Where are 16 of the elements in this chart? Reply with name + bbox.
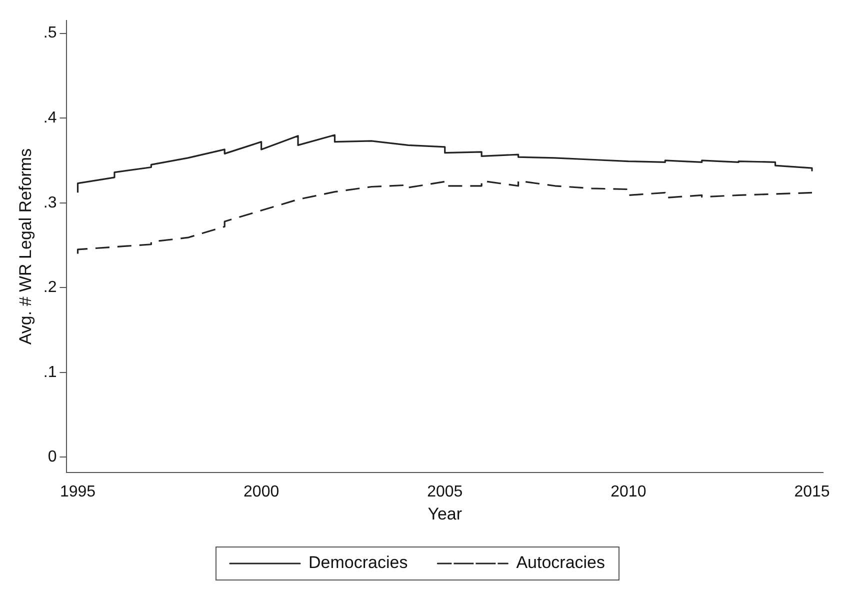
line-series [76, 180, 813, 255]
x-tick-label: 2015 [794, 483, 830, 500]
x-tick-label: 1995 [60, 483, 96, 500]
x-tick-label: 2005 [427, 483, 463, 500]
y-axis-title: Avg. # WR Legal Reforms [16, 148, 35, 345]
legend-label: Democracies [308, 553, 408, 572]
y-tick-label: .2 [43, 279, 57, 296]
x-tick-label: 2000 [244, 483, 280, 500]
legend-label: Autocracies [516, 553, 606, 572]
y-tick-label: .3 [43, 194, 57, 212]
y-tick-label: .1 [43, 364, 57, 381]
y-tick-label: .4 [43, 109, 57, 126]
y-tick-label: 0 [48, 448, 57, 466]
x-axis-title: Year [428, 504, 462, 524]
y-tick-label: .5 [43, 24, 57, 42]
x-tick-label: 2010 [610, 483, 646, 500]
